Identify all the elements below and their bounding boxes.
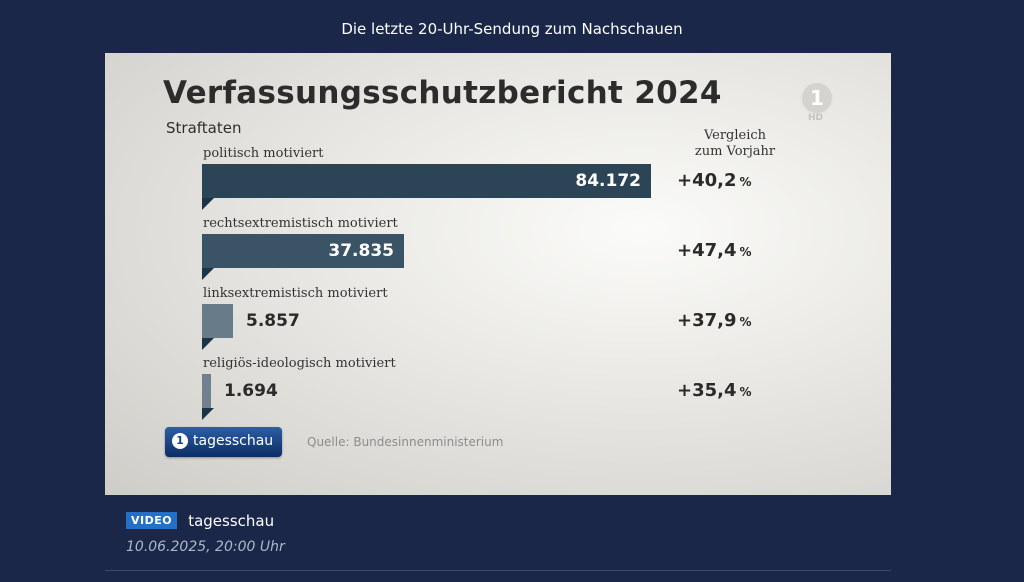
change-unit: % <box>739 175 752 189</box>
bar <box>202 304 233 338</box>
bar-value-label: 5.857 <box>246 311 300 331</box>
hd-label: HD <box>808 113 824 123</box>
category-label: rechtsextremistisch motiviert <box>203 216 398 231</box>
compare-header-line1: Vergleich <box>703 128 767 143</box>
bar <box>202 164 651 198</box>
compare-header-line2: zum Vorjahr <box>694 144 776 159</box>
source-note: Quelle: Bundesinnenministerium <box>307 435 504 449</box>
change-unit: % <box>739 245 752 259</box>
video-player[interactable]: Verfassungsschutzbericht 2024 Straftaten… <box>105 53 891 495</box>
bar-value-label: 37.835 <box>328 241 394 261</box>
tagesschau-logo-text: tagesschau <box>193 433 274 449</box>
tagesschau-emblem-icon: 1 <box>172 433 188 449</box>
category-label: religiös-ideologisch motiviert <box>203 356 396 371</box>
compare-header: Vergleich zum Vorjahr <box>665 128 805 160</box>
bar-fold <box>202 268 214 280</box>
chart-title: Verfassungsschutzbericht 2024 <box>163 75 722 111</box>
change-label: +47,4% <box>677 240 752 261</box>
ard-logo-icon: 1 <box>800 81 834 115</box>
change-value: +37,9 <box>677 310 737 331</box>
video-badge: VIDEO <box>126 512 178 529</box>
bar <box>202 374 211 408</box>
bar-value-label: 1.694 <box>224 381 278 401</box>
change-label: +40,2% <box>677 170 752 191</box>
tagesschau-logo: 1 tagesschau <box>165 427 282 457</box>
change-value: +47,4 <box>677 240 737 261</box>
change-label: +35,4% <box>677 380 752 401</box>
category-label: linksextremistisch motiviert <box>203 286 388 301</box>
change-label: +37,9% <box>677 310 752 331</box>
bar-value-label: 84.172 <box>575 171 641 191</box>
caption-date: 10.06.2025, 20:00 Uhr <box>126 539 285 555</box>
bar <box>202 234 404 268</box>
divider <box>105 570 891 571</box>
change-unit: % <box>739 385 752 399</box>
video-caption: VIDEO tagesschau <box>126 510 274 530</box>
change-unit: % <box>739 315 752 329</box>
bar-fold <box>202 198 214 210</box>
change-value: +40,2 <box>677 170 737 191</box>
chart-subtitle: Straftaten <box>166 119 242 137</box>
caption-source[interactable]: tagesschau <box>188 511 275 530</box>
category-label: politisch motiviert <box>203 146 324 161</box>
change-value: +35,4 <box>677 380 737 401</box>
bar-fold <box>202 338 214 350</box>
page-heading: Die letzte 20-Uhr-Sendung zum Nachschaue… <box>341 20 683 38</box>
bar-fold <box>202 408 214 420</box>
